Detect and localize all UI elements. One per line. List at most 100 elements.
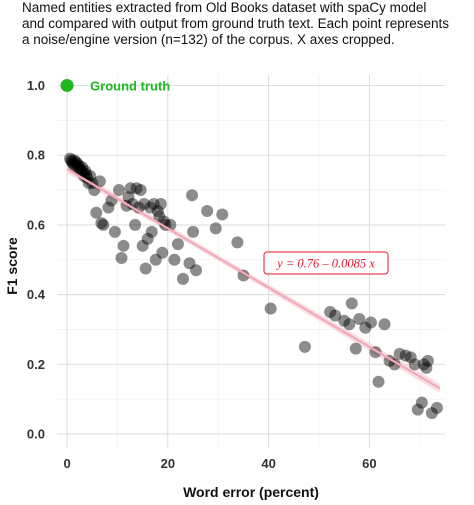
data-point <box>145 225 158 238</box>
y-axis-title: F1 score <box>4 237 20 295</box>
data-point <box>70 156 83 169</box>
data-points <box>64 152 443 420</box>
chart-title: Named entities extracted from Old Books … <box>22 0 449 47</box>
y-tick-label: 0.8 <box>27 148 45 163</box>
data-point <box>78 170 91 183</box>
data-point <box>388 358 401 371</box>
data-point <box>151 204 164 217</box>
data-point <box>76 161 89 174</box>
data-point <box>97 218 110 231</box>
data-point <box>75 164 88 177</box>
data-point <box>154 197 167 210</box>
data-point <box>343 318 356 331</box>
x-axis-title: Word error (percent) <box>183 484 319 500</box>
x-tick-label: 0 <box>63 456 70 471</box>
data-point <box>93 175 106 188</box>
data-point <box>209 222 222 235</box>
data-point <box>349 342 362 355</box>
data-point <box>156 246 169 259</box>
data-point <box>168 253 181 266</box>
data-point <box>420 361 433 374</box>
data-point <box>378 318 391 331</box>
data-point <box>153 210 166 223</box>
data-point <box>141 232 154 245</box>
data-point <box>115 252 128 265</box>
data-point <box>421 354 434 367</box>
data-point <box>298 340 311 353</box>
y-tick-label: 0.6 <box>27 217 45 232</box>
data-point <box>138 197 151 210</box>
data-point <box>65 154 78 167</box>
data-point <box>147 197 160 210</box>
data-point <box>364 316 377 329</box>
data-point <box>124 182 137 195</box>
data-point <box>134 184 147 197</box>
data-point <box>353 313 366 326</box>
data-point <box>144 201 157 214</box>
data-point <box>72 161 85 174</box>
data-point <box>149 253 162 266</box>
data-point <box>136 239 149 252</box>
data-point <box>408 358 421 371</box>
data-point <box>359 321 372 334</box>
data-point <box>71 157 84 170</box>
data-point <box>81 171 94 184</box>
data-point <box>67 157 80 170</box>
data-point <box>176 272 189 285</box>
regression-line <box>66 168 441 390</box>
data-point <box>417 358 430 371</box>
fit-line <box>66 168 441 390</box>
data-point <box>183 257 196 270</box>
data-point <box>411 403 424 416</box>
data-point <box>399 349 412 362</box>
data-point <box>84 170 97 183</box>
data-point <box>329 309 342 322</box>
y-tick-label: 1.0 <box>27 78 45 93</box>
data-point <box>393 347 406 360</box>
ground-truth-label: Ground truth <box>90 78 170 93</box>
data-point <box>122 191 135 204</box>
y-tick-label: 0.0 <box>27 427 45 442</box>
data-point <box>139 262 152 275</box>
x-tick-label: 40 <box>261 456 275 471</box>
data-point <box>187 225 200 238</box>
data-point <box>112 184 125 197</box>
annotations: Ground truth y = 0.76 – 0.0085 x <box>60 78 389 275</box>
data-point <box>74 163 87 176</box>
x-tick-label: 60 <box>362 456 376 471</box>
ground-truth-point <box>60 78 74 92</box>
data-point <box>231 236 244 249</box>
data-point <box>345 297 358 310</box>
data-point <box>190 264 203 277</box>
data-point <box>90 206 103 219</box>
data-point <box>73 159 86 172</box>
data-point <box>108 225 121 238</box>
data-point <box>338 314 351 327</box>
data-point <box>130 182 143 195</box>
tick-labels: 0 20 40 60 0.0 0.2 0.4 0.6 0.8 1.0 <box>27 78 377 471</box>
y-tick-label: 0.2 <box>27 357 45 372</box>
data-point <box>69 159 82 172</box>
x-tick-label: 20 <box>161 456 175 471</box>
data-point <box>237 269 250 282</box>
data-point <box>102 201 115 214</box>
data-point <box>425 407 438 420</box>
data-point <box>372 375 385 388</box>
data-point <box>64 152 77 165</box>
data-point <box>201 204 214 217</box>
data-point <box>171 238 184 251</box>
data-point <box>264 302 277 315</box>
data-point <box>324 306 337 319</box>
equation-box <box>263 251 389 275</box>
y-tick-label: 0.4 <box>27 287 46 302</box>
data-point <box>216 208 229 221</box>
data-point <box>68 154 81 167</box>
data-point <box>129 218 142 231</box>
data-point <box>117 239 130 252</box>
data-point <box>404 351 417 364</box>
data-point <box>95 217 108 230</box>
data-point <box>66 156 79 169</box>
data-point <box>79 164 92 177</box>
data-point <box>186 189 199 202</box>
